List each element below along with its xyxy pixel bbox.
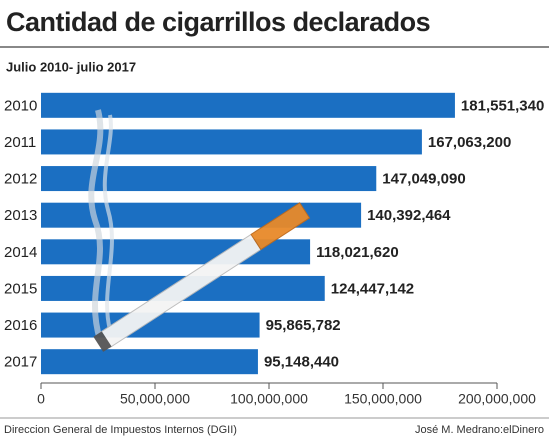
value-label: 95,148,440	[264, 354, 339, 371]
bar	[41, 349, 258, 375]
y-tick-label: 2012	[4, 171, 37, 188]
value-label: 124,447,142	[331, 280, 414, 297]
cigarette-filter	[250, 202, 311, 251]
source: Direccion General de Impuestos Internos …	[4, 424, 237, 436]
y-tick-label: 2016	[4, 317, 37, 334]
bar	[41, 92, 455, 118]
title-band	[0, 0, 549, 46]
value-label: 140,392,464	[367, 207, 451, 224]
value-label: 95,865,782	[266, 317, 341, 334]
y-tick-label: 2013	[4, 207, 37, 224]
y-tick-label: 2014	[4, 244, 37, 261]
x-tick-label: 0	[37, 391, 45, 407]
credit: José M. Medrano:elDinero	[415, 424, 544, 436]
chart-subtitle: Julio 2010- julio 2017	[6, 59, 136, 74]
y-tick-label: 2011	[4, 134, 36, 151]
x-tick-label: 100,000,000	[230, 391, 308, 407]
smoke	[102, 114, 114, 331]
chart-title: Cantidad de cigarrillos declarados	[6, 7, 430, 37]
cigarette-ash	[93, 331, 112, 352]
x-tick-label: 50,000,000	[120, 391, 190, 407]
cigarette-illustration	[88, 109, 311, 352]
x-tick-label: 150,000,000	[344, 391, 422, 407]
smoke	[88, 109, 104, 341]
value-label: 147,049,090	[382, 171, 465, 188]
value-label: 118,021,620	[316, 244, 399, 261]
x-tick-label: 200,000,000	[458, 391, 536, 407]
y-tick-label: 2017	[4, 354, 37, 371]
y-tick-label: 2010	[4, 97, 37, 114]
value-label: 167,063,200	[428, 134, 511, 151]
value-label: 181,551,340	[461, 97, 544, 114]
bar	[41, 129, 422, 155]
plot: 0 50,000,000 100,000,000 150,000,000 200,000…	[4, 92, 544, 407]
y-tick-label: 2015	[4, 280, 37, 297]
